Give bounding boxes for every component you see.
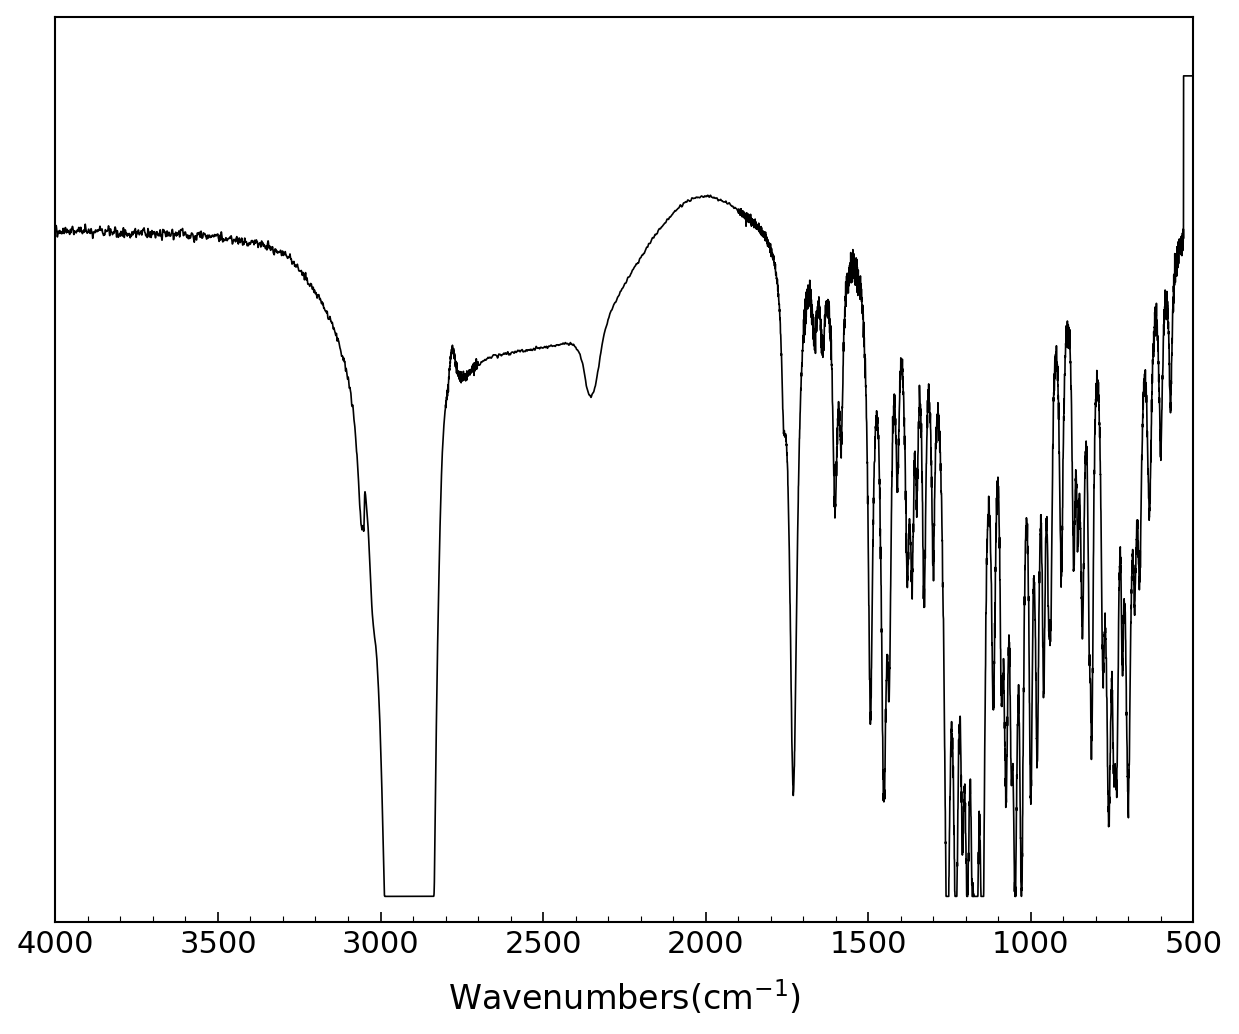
X-axis label: Wavenumbers(cm$^{-1}$): Wavenumbers(cm$^{-1}$) [447, 978, 800, 1017]
